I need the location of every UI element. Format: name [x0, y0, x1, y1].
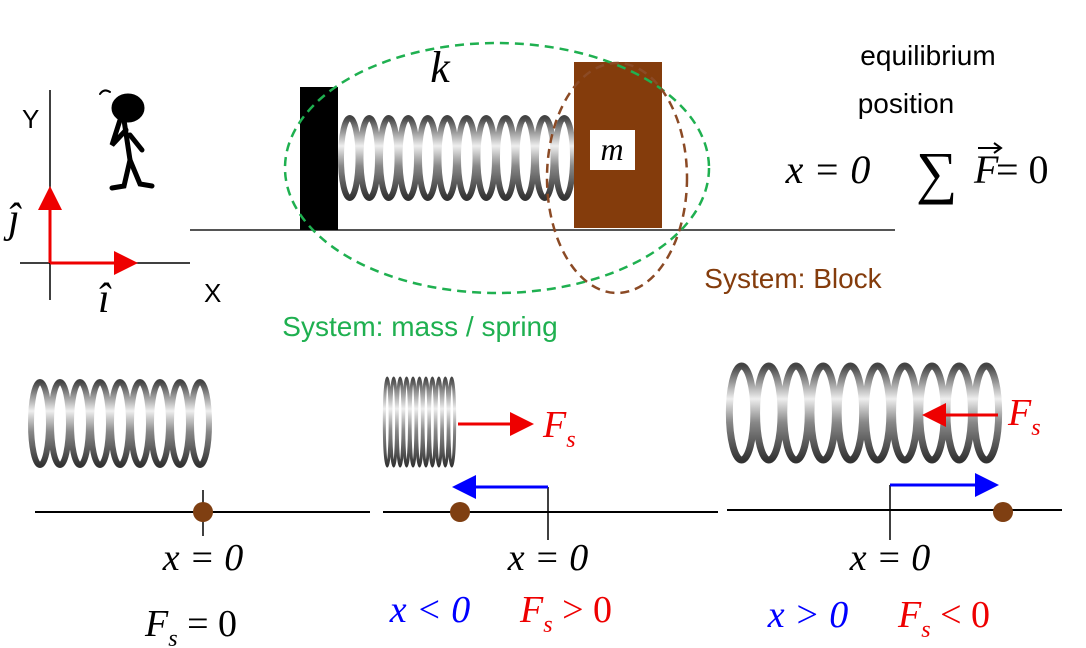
- force-relation-text: < 0: [931, 594, 990, 636]
- spring-coil: [435, 115, 460, 201]
- spring-coil: [128, 379, 152, 468]
- spring-coil: [943, 362, 975, 464]
- spring-coil: [357, 115, 382, 201]
- spring-coil: [916, 362, 948, 464]
- position: x = 0: [162, 537, 244, 579]
- spring-coil: [807, 362, 839, 464]
- spring: [28, 379, 212, 468]
- mass-dot: [193, 502, 213, 522]
- force-symbol: F: [519, 589, 544, 631]
- spring-coil: [421, 376, 431, 468]
- block-system-label: System: Block: [704, 263, 882, 294]
- spring-coil: [513, 115, 538, 201]
- spring-coil: [552, 115, 577, 201]
- spring-coil: [861, 362, 894, 464]
- force-symbol: F: [144, 603, 169, 645]
- spring-constant: k: [430, 43, 451, 92]
- position: x = 0: [849, 537, 931, 579]
- spring-coil: [68, 379, 92, 468]
- spring-coil: [780, 362, 812, 464]
- displacement: x < 0: [389, 589, 471, 631]
- spring-coil: [532, 115, 557, 201]
- spring-coil: [395, 376, 405, 468]
- spring-coil: [415, 376, 424, 468]
- i-hat: î: [98, 276, 112, 322]
- mass-dot: [993, 502, 1013, 522]
- spring-coil: [474, 115, 499, 201]
- spring-coil: [447, 376, 457, 468]
- force-relation: Fs > 0: [519, 589, 612, 638]
- force-relation: Fs < 0: [897, 594, 990, 643]
- spring-coil: [188, 379, 212, 468]
- equilibrium-equation: x = 0: [785, 147, 871, 192]
- spring-coil: [48, 379, 72, 468]
- spring-coil: [834, 362, 867, 464]
- force-arrow-label: Fs: [542, 404, 576, 453]
- force-vector: F: [973, 147, 999, 192]
- spring-coil: [389, 376, 399, 468]
- spring-coil: [382, 376, 392, 468]
- force-equation: = 0: [996, 147, 1049, 192]
- force-relation-text: > 0: [553, 589, 612, 631]
- panel-compressed: Fs x = 0 x < 0 Fs > 0: [382, 376, 718, 638]
- spring-coil: [434, 376, 444, 468]
- spring-coil: [88, 379, 112, 468]
- force-symbol: F: [542, 404, 567, 446]
- vector-arrow: [978, 142, 1003, 154]
- spring-coil: [428, 376, 437, 468]
- spring-coil: [396, 115, 421, 201]
- mass-spring-system-label: System: mass / spring: [282, 311, 557, 342]
- spring-coil: [376, 115, 401, 201]
- mass-spring-system-boundary: [283, 41, 711, 295]
- force-relation-text: = 0: [178, 603, 237, 645]
- spring-coil: [28, 379, 52, 468]
- force-arrow-label: Fs: [1007, 392, 1041, 441]
- panel-equilibrium: x = 0 Fs = 0: [28, 379, 370, 648]
- sum-symbol: ∑: [916, 140, 957, 205]
- x-label: X: [204, 278, 221, 308]
- spring-coil: [454, 115, 479, 201]
- spring-coil: [889, 362, 921, 464]
- panel-stretched: Fs x = 0 x > 0 Fs < 0: [725, 362, 1062, 643]
- spring-coil: [402, 376, 411, 468]
- force-subscript: s: [566, 427, 575, 453]
- force-subscript: s: [1031, 415, 1040, 441]
- observer-figure: [99, 89, 155, 191]
- force-relation: Fs = 0: [144, 603, 237, 648]
- spring-coil: [970, 362, 1003, 464]
- force-subscript: s: [921, 617, 930, 643]
- position: x = 0: [507, 537, 589, 579]
- block-system-boundary: [545, 61, 689, 295]
- spring-coil: [493, 115, 518, 201]
- j-hat: ĵ: [3, 196, 22, 242]
- mass-label-box: [590, 130, 635, 170]
- spring: [725, 362, 1003, 464]
- spring-coil: [440, 376, 450, 468]
- wall: [300, 87, 338, 230]
- equilibrium-label: equilibrium: [860, 40, 995, 71]
- spring-coil: [415, 115, 440, 201]
- equilibrium-label: position: [858, 88, 955, 119]
- spring-coil: [753, 362, 785, 464]
- mass-dot: [450, 502, 470, 522]
- force-symbol: F: [1007, 392, 1032, 434]
- spring-coil: [337, 115, 362, 201]
- spring-coil: [408, 376, 418, 468]
- force-subscript: s: [168, 626, 177, 648]
- force-symbol: F: [897, 594, 922, 636]
- spring: [337, 115, 577, 201]
- spring-coil: [108, 379, 132, 468]
- y-label: Y: [22, 104, 39, 134]
- spring: [382, 376, 457, 468]
- mass-label: m: [600, 131, 623, 167]
- spring-coil: [725, 362, 758, 464]
- spring-coil: [148, 379, 172, 468]
- axes: Y X ĵ î: [3, 90, 221, 322]
- spring-coil: [168, 379, 192, 468]
- force-subscript: s: [543, 612, 552, 638]
- displacement: x > 0: [767, 594, 849, 636]
